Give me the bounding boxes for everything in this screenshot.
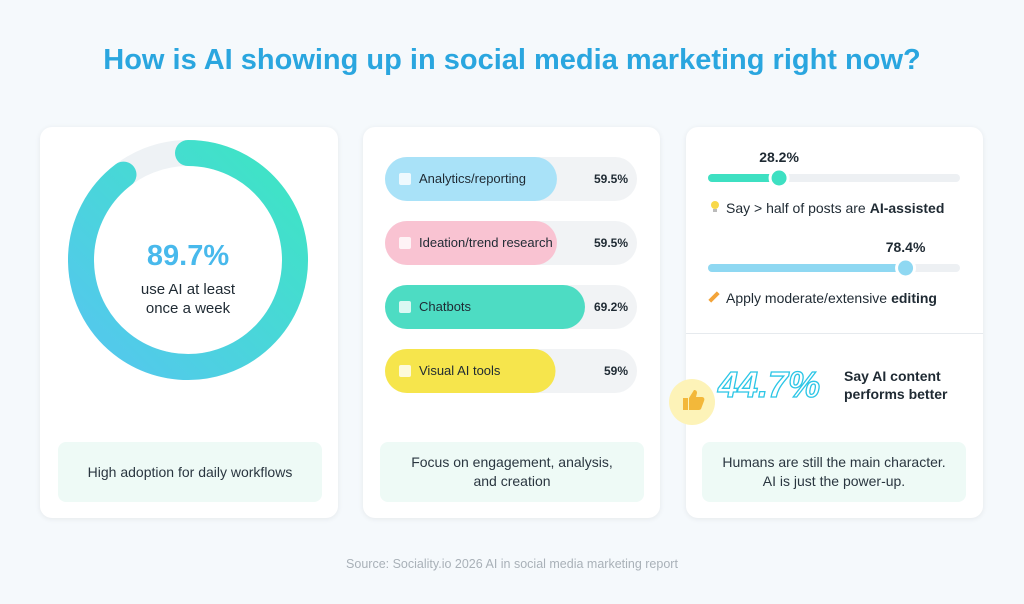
slider-fill — [708, 174, 780, 182]
bar-icon — [399, 301, 411, 313]
bar — [385, 221, 557, 265]
performance-caption: Say AI content performs better — [844, 368, 948, 402]
bar-value: 59.5% — [594, 236, 628, 250]
bar-value: 59% — [604, 364, 628, 378]
bulb-icon — [711, 201, 719, 212]
footer-line: AI is just the power-up. — [762, 473, 906, 489]
bar-label: Ideation/trend research — [419, 235, 553, 250]
bar-icon — [399, 237, 411, 249]
slider-fill — [708, 264, 906, 272]
slider-value: 78.4% — [886, 239, 926, 255]
title: How is AI showing up in social media mar… — [103, 44, 921, 76]
pencil-icon — [708, 291, 720, 303]
bar-label: Analytics/reporting — [419, 171, 526, 186]
slider-value: 28.2% — [759, 149, 799, 165]
slider-caption: Apply moderate/extensive — [726, 290, 888, 306]
slider-emphasis: AI-assisted — [869, 200, 945, 216]
donut-arc — [68, 140, 308, 380]
slider-knob — [895, 257, 917, 279]
footer: High adoption for daily workflows — [58, 442, 322, 502]
bar-label: Visual AI tools — [419, 363, 501, 378]
performance-value: 44.7% — [717, 363, 821, 405]
slider-emphasis: editing — [891, 290, 937, 306]
bar-icon — [399, 173, 411, 185]
slider-text: Say > half of posts are AI-assisted — [726, 200, 944, 216]
donut-caption: use AI at least once a week — [140, 281, 236, 317]
slider-caption: Say > half of posts are — [726, 200, 866, 216]
slider-text: Apply moderate/extensive editing — [726, 290, 937, 306]
bar-label: Chatbots — [419, 299, 472, 314]
bar — [385, 285, 585, 329]
footer: Focus on engagement, analysis, and creat… — [380, 442, 644, 502]
source: Source: Sociality.io 2026 AI in social m… — [346, 557, 678, 571]
bar — [385, 349, 556, 393]
slider-knob — [768, 167, 790, 189]
donut-value: 89.7% — [146, 240, 230, 272]
footer: Humans are still the main character. AI … — [702, 442, 966, 502]
divider — [686, 333, 983, 334]
bar-icon — [399, 365, 411, 377]
thumb-icon — [683, 390, 705, 410]
bar-value: 59.5% — [594, 172, 628, 186]
bar-value: 69.2% — [594, 300, 628, 314]
footer-line: Humans are still the main character. — [722, 454, 946, 470]
bar — [385, 157, 557, 201]
